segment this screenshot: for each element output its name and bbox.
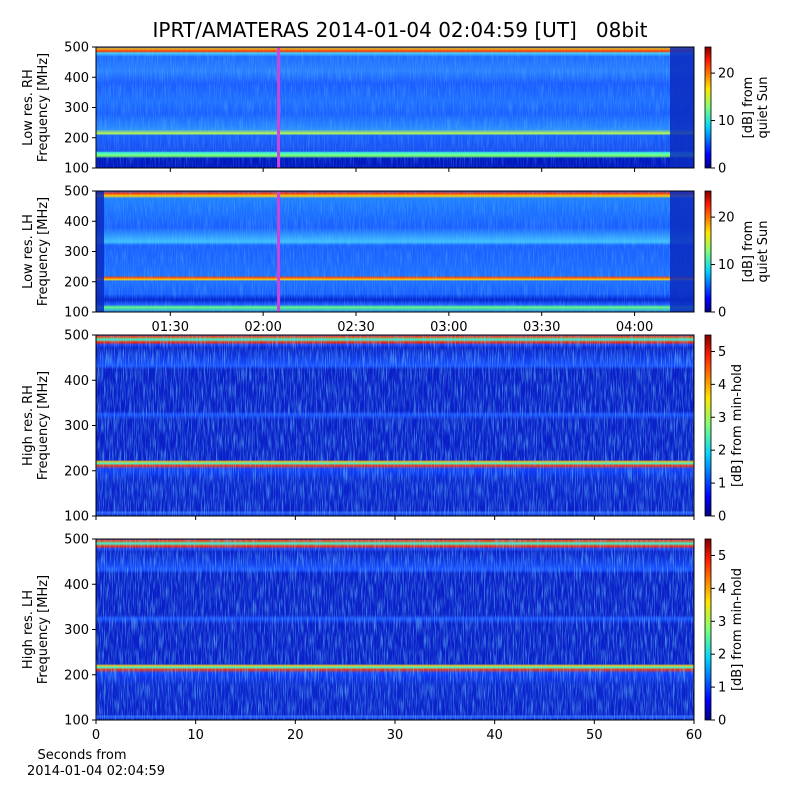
colorbar-tick-label: 5 bbox=[718, 345, 726, 360]
y-tick-label: 400 bbox=[64, 578, 89, 593]
colorbar-tick-label: 0 bbox=[718, 306, 726, 321]
spectrogram-texture bbox=[96, 191, 694, 312]
y-axis-label: Frequency [MHz] bbox=[36, 53, 51, 162]
colorbar-tick-label: 20 bbox=[718, 211, 735, 226]
spectrogram-texture bbox=[96, 47, 694, 168]
x-tick-label: 01:30 bbox=[152, 320, 189, 335]
y-tick-label: 300 bbox=[64, 623, 89, 638]
y-axis-label: High res. LH bbox=[21, 590, 36, 669]
y-tick-label: 400 bbox=[64, 71, 89, 86]
y-tick-label: 100 bbox=[64, 510, 89, 525]
colorbar bbox=[704, 46, 712, 169]
colorbar-tick-label: 20 bbox=[718, 67, 735, 82]
y-tick-label: 200 bbox=[64, 131, 89, 146]
y-axis-label: High res. RH bbox=[21, 385, 36, 466]
x-tick-label: 60 bbox=[686, 728, 703, 743]
colorbar bbox=[704, 538, 712, 721]
colorbar bbox=[704, 190, 712, 313]
y-tick-label: 300 bbox=[64, 245, 89, 260]
x-tick-label: 50 bbox=[586, 728, 603, 743]
y-tick-label: 400 bbox=[64, 374, 89, 389]
y-axis-label: Low res. LH bbox=[21, 214, 36, 289]
x-tick-label: 0 bbox=[92, 728, 100, 743]
spectrogram-images bbox=[96, 47, 694, 720]
x-axis-label: Seconds from bbox=[37, 748, 126, 763]
spectrogram-texture bbox=[96, 335, 694, 516]
colorbar-label: [dB] from min-hold bbox=[730, 364, 745, 487]
y-tick-label: 300 bbox=[64, 101, 89, 116]
colorbar-tick-label: 4 bbox=[718, 378, 726, 393]
x-tick-label: 40 bbox=[486, 728, 503, 743]
x-tick-label: 03:30 bbox=[523, 320, 560, 335]
colorbar-tick-label: 2 bbox=[718, 648, 726, 663]
y-tick-label: 500 bbox=[64, 41, 89, 56]
spectrogram-gap bbox=[670, 47, 694, 168]
colorbar-tick-label: 1 bbox=[718, 477, 726, 492]
x-tick-label: 30 bbox=[387, 728, 404, 743]
colorbar-tick-label: 0 bbox=[718, 714, 726, 729]
y-tick-label: 100 bbox=[64, 714, 89, 729]
x-tick-label: 03:00 bbox=[430, 320, 467, 335]
colorbar-tick-label: 1 bbox=[718, 681, 726, 696]
y-tick-label: 200 bbox=[64, 464, 89, 479]
x-tick-label: 20 bbox=[287, 728, 304, 743]
y-tick-label: 500 bbox=[64, 329, 89, 344]
spectrogram-texture bbox=[96, 539, 694, 720]
y-axis-label: Frequency [MHz] bbox=[36, 371, 51, 480]
colorbar-tick-label: 3 bbox=[718, 615, 726, 630]
y-tick-label: 300 bbox=[64, 419, 89, 434]
x-tick-label: 02:30 bbox=[337, 320, 374, 335]
y-axis-label: Low res. RH bbox=[21, 69, 36, 146]
colorbar-tick-label: 0 bbox=[718, 510, 726, 525]
spectrogram-gap bbox=[670, 191, 694, 312]
spectrogram-gap bbox=[96, 191, 104, 312]
x-axis-label: 2014-01-04 02:04:59 bbox=[27, 764, 165, 779]
y-tick-label: 200 bbox=[64, 275, 89, 290]
chart-title: IPRT/AMATERAS 2014-01-04 02:04:59 [UT] 0… bbox=[153, 18, 648, 42]
y-tick-label: 200 bbox=[64, 668, 89, 683]
x-tick-label: 04:00 bbox=[616, 320, 653, 335]
y-tick-label: 500 bbox=[64, 185, 89, 200]
colorbar-tick-label: 10 bbox=[718, 114, 735, 129]
colorbar-label: [dB] from bbox=[741, 77, 756, 139]
colorbar-tick-label: 0 bbox=[718, 162, 726, 177]
colorbar bbox=[704, 334, 712, 517]
x-tick-label: 02:00 bbox=[244, 320, 281, 335]
colorbar-tick-label: 10 bbox=[718, 258, 735, 273]
y-tick-label: 400 bbox=[64, 215, 89, 230]
y-tick-label: 100 bbox=[64, 162, 89, 177]
colorbar-tick-label: 3 bbox=[718, 411, 726, 426]
colorbar-label: [dB] from min-hold bbox=[730, 568, 745, 691]
y-axis-label: Frequency [MHz] bbox=[36, 197, 51, 306]
colorbar-label: quiet Sun bbox=[756, 220, 771, 282]
y-axis-label: Frequency [MHz] bbox=[36, 575, 51, 684]
colorbar-label: quiet Sun bbox=[756, 76, 771, 138]
colorbar-tick-label: 4 bbox=[718, 582, 726, 597]
colorbar-tick-label: 2 bbox=[718, 444, 726, 459]
y-tick-label: 500 bbox=[64, 533, 89, 548]
y-tick-label: 100 bbox=[64, 306, 89, 321]
x-tick-label: 10 bbox=[187, 728, 204, 743]
colorbar-label: [dB] from bbox=[741, 221, 756, 283]
colorbar-tick-label: 5 bbox=[718, 549, 726, 564]
